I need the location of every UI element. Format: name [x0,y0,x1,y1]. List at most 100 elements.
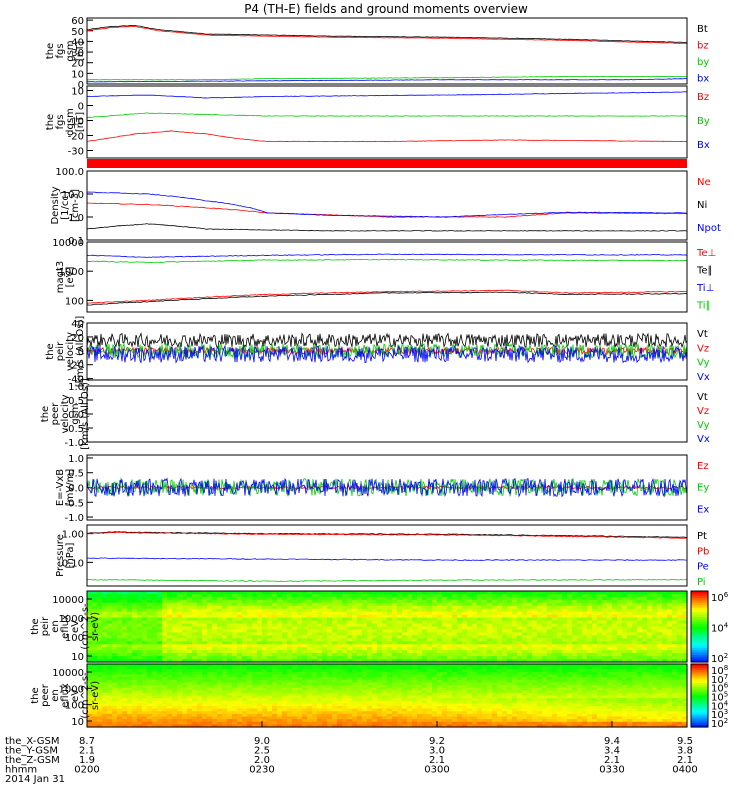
heatmap-cell [332,638,338,642]
heatmap-cell [337,641,343,645]
heatmap-cell [302,647,308,651]
heatmap-cell [517,647,523,651]
heatmap-cell [617,674,623,678]
heatmap-cell [512,679,518,683]
heatmap-cell [217,671,223,676]
heatmap-cell [622,608,628,613]
heatmap-cell [682,687,688,691]
heatmap-cell [537,692,543,697]
heatmap-cell [142,626,148,631]
heatmap-cell [317,677,323,681]
heatmap-cell [247,659,253,663]
series-bx [86,78,688,83]
heatmap-cell [497,608,503,613]
heatmap-cell [487,685,493,689]
heatmap-cell [197,644,203,648]
heatmap-cell [527,594,533,598]
heatmap-cell [582,656,588,660]
heatmap-cell [587,644,593,648]
heatmap-cell [427,656,433,660]
heatmap-cell [642,605,648,610]
heatmap-cell [507,614,513,619]
heatmap-cell [602,596,608,601]
heatmap-cell [342,626,348,631]
heatmap-cell [107,664,113,668]
heatmap-cell [552,629,558,634]
heatmap-cell [412,690,418,694]
heatmap-cell [312,644,318,648]
heatmap-cell [457,647,463,651]
heatmap-cell [312,692,318,697]
heatmap-cell [652,659,658,663]
heatmap-cell [377,632,383,636]
heatmap-cell [97,644,103,648]
heatmap-cell [357,614,363,619]
heatmap-cell [387,703,393,707]
heatmap-cell [192,700,198,704]
heatmap-cell [292,653,298,657]
heatmap-cell [97,703,103,707]
heatmap-cell [187,674,193,678]
heatmap-cell [362,626,368,631]
heatmap-cell [167,602,173,607]
heatmap-cell [212,666,218,670]
heatmap-cell [207,594,213,598]
heatmap-cell [412,659,418,663]
heatmap-cell [422,656,428,660]
heatmap-cell [637,620,643,625]
heatmap-cell [557,692,563,697]
heatmap-cell [337,700,343,704]
heatmap-cell [352,698,358,702]
heatmap-cell [312,664,318,668]
heatmap-cell [372,638,378,642]
heatmap-cell [502,644,508,648]
heatmap-cell [482,611,488,616]
heatmap-cell [362,614,368,619]
heatmap-cell [157,629,163,634]
heatmap-cell [137,677,143,681]
heatmap-cell [267,632,273,636]
heatmap-cell [262,626,268,631]
heatmap-cell [522,635,528,639]
heatmap-cell [562,594,568,598]
y-tick-label: 1.0 [68,454,84,465]
mode-bar [87,159,687,168]
heatmap-cell [357,671,363,676]
heatmap-cell [137,641,143,645]
heatmap-cell [667,685,673,689]
heatmap-cell [502,700,508,704]
heatmap-cell [467,596,473,601]
heatmap-cell [512,677,518,681]
heatmap-cell [332,653,338,657]
heatmap-cell [382,698,388,702]
heatmap-cell [312,611,318,616]
heatmap-cell [292,666,298,670]
heatmap-cell [122,647,128,651]
heatmap-cell [272,599,278,604]
heatmap-cell [217,617,223,622]
heatmap-cell [142,695,148,699]
heatmap-cell [472,695,478,699]
heatmap-cell [557,596,563,601]
heatmap-cell [222,591,228,595]
y-axis-label: dgsm [65,108,76,136]
heatmap-cell [322,682,328,686]
heatmap-cell [122,664,128,668]
heatmap-cell [402,617,408,622]
heatmap-cell [562,644,568,648]
heatmap-cell [672,685,678,689]
heatmap-cell [417,664,423,668]
heatmap-cell [667,656,673,660]
heatmap-cell [107,659,113,663]
heatmap-cell [522,692,528,697]
heatmap-cell [122,700,128,704]
heatmap-cell [522,602,528,607]
heatmap-cell [102,605,108,610]
heatmap-cell [162,685,168,689]
heatmap-cell [362,698,368,702]
heatmap-cell [572,698,578,702]
heatmap-cell [167,629,173,634]
heatmap-cell [602,650,608,654]
heatmap-cell [257,666,263,670]
heatmap-cell [627,656,633,660]
